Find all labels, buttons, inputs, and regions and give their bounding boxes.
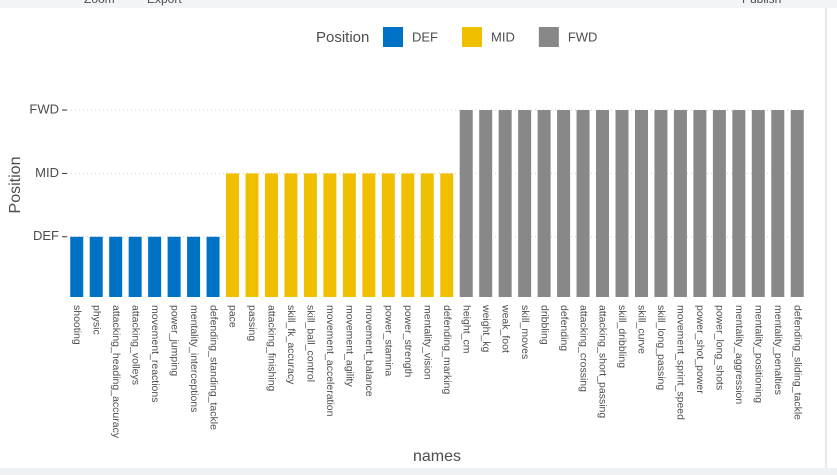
x-tick-label: power_long_shots <box>714 305 726 390</box>
bar <box>790 110 804 297</box>
bar <box>751 110 765 297</box>
bar <box>420 173 434 297</box>
x-tick-label: attacking_volleys <box>129 305 141 385</box>
bar <box>284 173 298 297</box>
legend-swatch <box>383 27 403 47</box>
x-tick-label: attacking_short_passing <box>597 305 609 418</box>
x-tick-label: dribbling <box>538 305 550 345</box>
bar <box>693 110 707 297</box>
x-tick-label: height_cm <box>460 305 472 354</box>
bar <box>518 110 532 297</box>
y-tick-label: MID <box>35 165 59 180</box>
x-tick-label: skill_moves <box>519 305 531 359</box>
bar <box>323 173 337 297</box>
bar <box>226 173 240 297</box>
x-tick-label: mentality_interceptions <box>188 305 200 412</box>
bar <box>342 173 356 297</box>
x-tick-label: mentality_penalties <box>772 305 784 395</box>
bar <box>479 110 493 297</box>
bar <box>303 173 317 297</box>
bar <box>245 173 259 297</box>
x-tick-label: skill_long_passing <box>655 305 667 390</box>
x-tick-label: power_stamina <box>383 305 395 376</box>
y-axis-title: Position <box>7 157 24 214</box>
x-tick-label: weak_foot <box>499 304 511 353</box>
x-tick-label: skill_fk_accuracy <box>285 305 297 385</box>
bar <box>362 173 376 297</box>
x-tick-label: passing <box>246 305 258 341</box>
toolbar <box>0 0 837 8</box>
bar <box>381 173 395 297</box>
legend-swatch <box>538 27 559 47</box>
x-tick-label: defending_sliding_tackle <box>791 305 803 420</box>
bar <box>109 236 123 297</box>
x-tick-label: power_strength <box>402 305 414 378</box>
bar <box>440 173 454 297</box>
bar <box>187 236 201 297</box>
x-tick-label: skill_dribbling <box>616 305 628 368</box>
x-tick-label: movement_agility <box>344 305 356 387</box>
x-tick-label: movement_reactions <box>149 305 161 402</box>
x-tick-label: pace <box>227 305 239 328</box>
x-tick-label: movement_balance <box>363 305 375 397</box>
x-tick-label: physic <box>90 305 102 335</box>
bar <box>596 110 610 297</box>
bar <box>401 173 415 297</box>
legend-label: DEF <box>412 29 438 44</box>
zoom-button[interactable]: Zoom <box>84 0 115 6</box>
x-tick-label: mentality_positioning <box>753 305 765 403</box>
bar <box>128 236 142 297</box>
x-tick-label: power_shot_power <box>694 305 706 394</box>
legend-label: FWD <box>568 29 598 44</box>
bar <box>615 110 629 297</box>
bar <box>732 110 746 297</box>
legend-swatch <box>462 27 482 47</box>
x-tick-label: defending_marking <box>441 305 453 394</box>
bar <box>576 110 590 297</box>
y-tick-label: FWD <box>29 101 59 116</box>
x-tick-label: skill_curve <box>636 305 648 354</box>
bar <box>673 110 687 297</box>
bar <box>557 110 571 297</box>
x-axis-title: names <box>413 448 461 465</box>
x-tick-label: movement_sprint_speed <box>675 305 687 420</box>
publish-button[interactable]: Publish <box>742 0 781 6</box>
x-tick-label: shooting <box>71 305 83 345</box>
x-tick-label: attacking_heading_accuracy <box>110 305 122 439</box>
bar <box>167 236 181 297</box>
x-tick-label: weight_kg <box>480 304 492 352</box>
x-tick-label: movement_acceleration <box>324 305 336 417</box>
x-tick-label: skill_ball_control <box>305 305 317 382</box>
x-tick-label: attacking_finishing <box>266 305 278 392</box>
bar <box>89 236 103 297</box>
bar <box>498 110 512 297</box>
legend-title: Position <box>316 29 369 46</box>
bar <box>206 236 220 297</box>
bar <box>264 173 278 297</box>
y-tick-label: DEF <box>33 228 59 243</box>
bar <box>537 110 551 297</box>
bar <box>771 110 785 297</box>
x-tick-label: attacking_crossing <box>577 305 589 392</box>
x-tick-label: mentality_aggression <box>733 305 745 404</box>
bar <box>712 110 726 297</box>
x-tick-label: power_jumping <box>168 305 180 376</box>
x-tick-label: mentality_vision <box>421 305 433 380</box>
bar <box>654 110 668 297</box>
bar <box>70 236 84 297</box>
x-tick-label: defending_standing_tackle <box>207 305 219 430</box>
legend-label: MID <box>491 29 515 44</box>
x-tick-label: defending <box>558 305 570 351</box>
bar <box>459 110 473 297</box>
export-button[interactable]: Export <box>147 0 182 6</box>
status-strip <box>0 468 837 475</box>
bar <box>634 110 648 297</box>
bar <box>148 236 162 297</box>
